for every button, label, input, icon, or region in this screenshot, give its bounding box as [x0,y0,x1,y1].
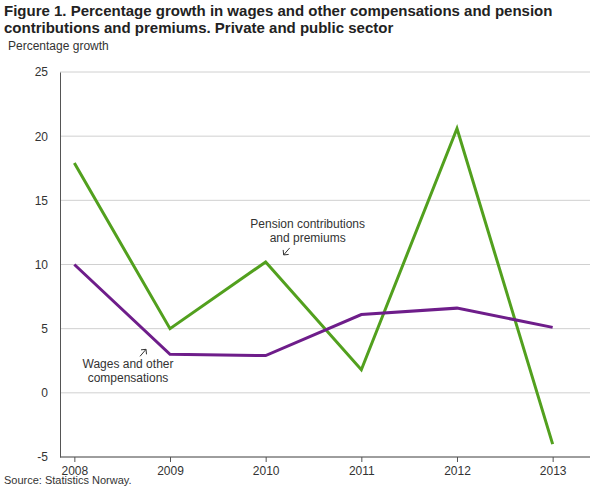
grid-line [60,72,590,73]
y-tick-label: 25 [35,65,49,79]
y-tick: 0 [41,386,60,400]
x-tick-mark [170,457,171,462]
series-line [74,128,552,444]
annotation-arrowhead [141,349,147,354]
annotation-arrowhead [283,250,289,255]
annotations: Pension contributionsand premiums Wages a… [83,217,366,385]
x-tick: 2011 [349,457,375,478]
y-tick: 10 [35,258,60,272]
source: Source: Statistics Norway. [4,474,132,486]
x-tick-label: 2011 [349,464,375,478]
x-tick-mark [74,457,75,462]
grid-line [60,457,590,458]
y-tick: -5 [37,450,60,464]
x-axis: 200820092010201120122013 [60,457,590,478]
y-tick-label: 0 [41,386,48,400]
y-tick: 15 [35,194,60,208]
y-tick-label: -5 [37,450,48,464]
y-tick-label: 20 [35,130,49,144]
grid-line [60,200,590,201]
series-line [74,265,552,356]
x-tick-label: 2012 [444,464,471,478]
title: Figure 1. Percentage growth in wages and… [4,2,552,36]
series-label: Pension contributionsand premiums [250,217,365,245]
chart: Figure 1. Percentage growth in wages and… [0,0,610,488]
x-tick-mark [553,457,554,462]
x-tick-mark [361,457,362,462]
x-tick-label: 2010 [253,464,280,478]
y-tick-label: 5 [41,322,48,336]
x-tick: 2012 [444,457,471,478]
grid-line [60,136,590,137]
y-axis-line [60,73,61,458]
x-axis-line [60,457,590,458]
x-tick: 2010 [253,457,280,478]
x-tick: 2009 [157,457,184,478]
grid [60,72,590,457]
x-tick-label: 2009 [157,464,184,478]
annotation-arrow [284,248,290,255]
x-tick-label: 2013 [540,464,567,478]
lines [74,128,552,444]
y-tick: 20 [35,130,60,144]
y-axis-label: Percentage growth [8,39,109,53]
x-tick-mark [457,457,458,462]
annotation-arrow [140,349,146,356]
grid-line [60,392,590,393]
y-tick: 25 [35,65,60,79]
y-tick: 5 [41,322,60,336]
grid-line [60,264,590,265]
y-axis: -5 0 5 10 15 20 25 [35,65,61,464]
y-tick-label: 15 [35,194,49,208]
x-tick-mark [266,457,267,462]
y-tick-label: 10 [35,258,49,272]
x-tick: 2013 [540,457,567,478]
series-label: Wages and othercompensations [83,357,174,385]
